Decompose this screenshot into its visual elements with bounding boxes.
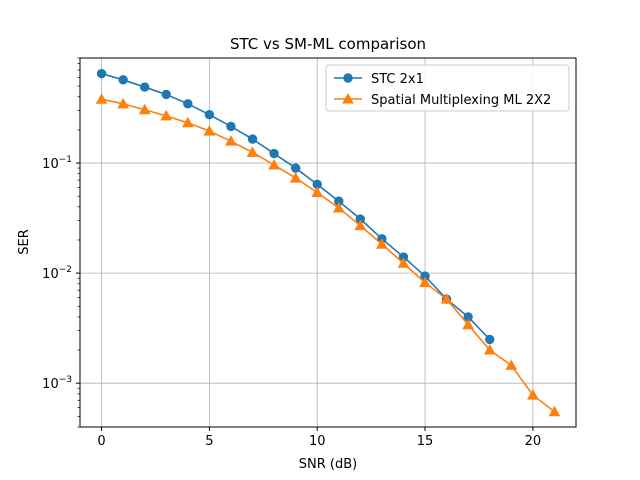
legend: STC 2x1 Spatial Multiplexing ML 2X2: [325, 64, 570, 112]
data-point: [397, 257, 410, 268]
data-point: [247, 134, 258, 144]
data-point: [462, 318, 475, 330]
y-tick-label: 10−3: [42, 375, 72, 392]
series-line: [101, 98, 555, 413]
legend-label: Spatial Multiplexing ML 2X2: [371, 93, 551, 108]
data-point: [160, 109, 173, 121]
legend-box: [325, 64, 570, 112]
grid: [80, 58, 576, 427]
plot-frame: [79, 57, 577, 428]
data-point: [290, 163, 301, 173]
x-tick-label: 5: [205, 434, 213, 449]
x-tick-label: 0: [97, 434, 105, 449]
data-point: [225, 135, 237, 146]
series-layer: [95, 68, 561, 417]
data-point: [311, 186, 324, 197]
series-2: [95, 93, 561, 417]
data-point: [117, 97, 129, 109]
legend-item: Spatial Multiplexing ML 2X2: [334, 92, 551, 108]
legend-item: STC 2x1: [334, 72, 424, 87]
data-point: [548, 405, 561, 417]
data-point: [96, 68, 107, 79]
data-point: [139, 82, 150, 92]
data-point: [138, 103, 151, 115]
data-point: [181, 116, 194, 128]
legend-label: STC 2x1: [371, 72, 424, 87]
data-point: [483, 344, 496, 355]
data-point: [332, 202, 345, 213]
data-point: [204, 109, 215, 120]
data-point: [505, 359, 518, 370]
x-tick-label: 10: [309, 434, 326, 449]
y-tick-label: 10−2: [42, 265, 72, 282]
data-point: [268, 158, 280, 170]
data-point: [118, 75, 128, 85]
data-point: [226, 121, 236, 132]
data-point: [289, 172, 302, 183]
x-tick-label: 15: [417, 434, 434, 449]
data-point: [95, 93, 108, 104]
data-point: [440, 293, 453, 304]
data-point: [269, 148, 279, 159]
data-point: [342, 92, 354, 104]
data-point: [527, 389, 539, 400]
y-axis: 10−3 10−2 10−1: [42, 57, 80, 428]
x-tick-label: 20: [525, 434, 542, 449]
y-tick-label: 10−1: [42, 155, 72, 172]
x-axis: 0 5 10 15 20: [97, 427, 541, 449]
data-point: [246, 146, 259, 157]
data-point: [419, 276, 431, 288]
data-point: [354, 219, 367, 231]
data-point: [376, 238, 388, 249]
data-point: [161, 89, 171, 100]
data-point: [485, 334, 495, 345]
data-point: [183, 99, 193, 109]
y-axis-label: SER: [17, 229, 32, 255]
x-axis-label: SNR (dB): [299, 457, 357, 472]
chart-title: STC vs SM-ML comparison: [230, 35, 426, 53]
data-point: [343, 73, 353, 83]
data-point: [203, 125, 216, 136]
